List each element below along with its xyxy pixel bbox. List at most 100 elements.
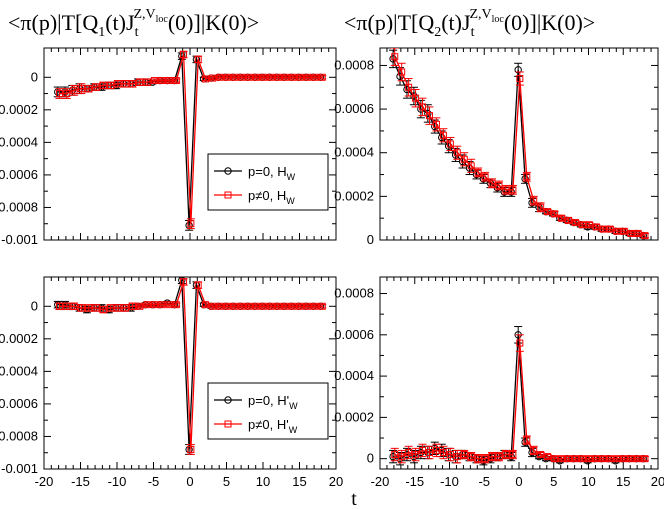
data-point bbox=[398, 68, 406, 76]
data-point bbox=[223, 73, 231, 81]
data-point bbox=[194, 55, 202, 63]
data-point bbox=[389, 452, 397, 461]
data-point bbox=[481, 455, 489, 463]
x-tick-label: -5 bbox=[148, 474, 160, 489]
data-point bbox=[474, 455, 482, 463]
data-point bbox=[231, 302, 239, 310]
legend-marker bbox=[224, 396, 232, 404]
data-point bbox=[282, 302, 290, 310]
data-point bbox=[165, 77, 173, 85]
data-point bbox=[63, 90, 71, 98]
data-point bbox=[99, 306, 107, 314]
data-point bbox=[77, 85, 85, 93]
data-point bbox=[405, 83, 413, 91]
data-point bbox=[432, 446, 440, 454]
legend-marker bbox=[224, 191, 232, 199]
data-layer bbox=[389, 48, 649, 240]
legend-label: p≠0, HW bbox=[248, 188, 295, 206]
data-point bbox=[460, 451, 468, 459]
data-point bbox=[267, 302, 275, 310]
legend-marker bbox=[224, 420, 232, 428]
x-tick-label: 20 bbox=[329, 474, 343, 489]
legend-marker bbox=[224, 167, 232, 175]
data-point bbox=[391, 53, 399, 61]
data-point bbox=[453, 453, 461, 461]
data-point bbox=[128, 80, 136, 88]
data-point bbox=[613, 227, 621, 235]
data-point bbox=[172, 77, 180, 85]
data-point bbox=[143, 78, 151, 86]
data-point bbox=[432, 120, 440, 128]
data-point bbox=[585, 455, 593, 463]
x-tick-label: 10 bbox=[256, 474, 270, 489]
data-point bbox=[216, 302, 224, 310]
x-tick-label: 15 bbox=[292, 474, 306, 489]
y-tick-label: 0 bbox=[367, 232, 374, 247]
data-point bbox=[209, 74, 217, 82]
plot-frame bbox=[379, 276, 659, 470]
data-point bbox=[201, 301, 209, 309]
data-layer bbox=[389, 326, 649, 466]
x-tick-label: 10 bbox=[581, 474, 595, 489]
data-point bbox=[507, 188, 515, 196]
data-point bbox=[187, 445, 195, 453]
data-point bbox=[311, 302, 319, 310]
legend: p=0, H'W p≠0, H'W bbox=[207, 382, 329, 440]
y-tick-label: 0.0006 bbox=[334, 101, 374, 116]
data-point bbox=[613, 455, 621, 463]
legend-label: p=0, H'W bbox=[248, 393, 298, 411]
data-layer bbox=[53, 277, 327, 455]
data-point bbox=[311, 73, 319, 81]
y-tick-label: 0 bbox=[31, 298, 38, 313]
data-point bbox=[439, 131, 447, 139]
data-point bbox=[627, 229, 635, 237]
title-right: <π(p)|T[Q2(t)JtZ,Vloc(0)]|K(0)> bbox=[344, 7, 595, 40]
legend-label: p=0, HW bbox=[248, 164, 296, 182]
data-point bbox=[391, 451, 399, 459]
data-point bbox=[54, 300, 62, 309]
data-point bbox=[424, 109, 432, 118]
data-point bbox=[260, 73, 268, 81]
x-tick-label: 20 bbox=[651, 474, 664, 489]
data-point bbox=[107, 304, 115, 312]
data-point bbox=[282, 73, 290, 81]
title-left: <π(p)|T[Q1(t)JtZ,Vloc(0)]|K(0)> bbox=[8, 7, 259, 40]
data-point bbox=[209, 302, 217, 310]
data-point bbox=[405, 448, 413, 456]
x-tick-label: 15 bbox=[616, 474, 630, 489]
data-point bbox=[467, 453, 475, 461]
data-point bbox=[439, 448, 447, 456]
data-point bbox=[70, 302, 78, 310]
data-point bbox=[178, 277, 186, 284]
data-point bbox=[502, 451, 510, 459]
data-point bbox=[245, 302, 253, 310]
data-point bbox=[150, 301, 158, 309]
data-point bbox=[83, 305, 91, 314]
data-point bbox=[318, 73, 326, 81]
data-point bbox=[537, 203, 545, 211]
y-tick-label: 0.0004 bbox=[334, 145, 374, 160]
data-point bbox=[231, 73, 239, 81]
data-point bbox=[502, 186, 510, 194]
data-point bbox=[509, 186, 517, 194]
data-point bbox=[521, 175, 529, 183]
data-point bbox=[558, 455, 566, 463]
data-point bbox=[551, 455, 559, 463]
data-point bbox=[528, 448, 536, 457]
data-point bbox=[516, 75, 524, 83]
y-tick-label: -0.0008 bbox=[0, 428, 38, 443]
data-point bbox=[99, 81, 107, 89]
data-point bbox=[114, 80, 122, 88]
data-point bbox=[289, 302, 297, 310]
data-point bbox=[599, 455, 607, 463]
x-tick-label: -10 bbox=[440, 474, 459, 489]
data-point bbox=[150, 77, 158, 85]
data-point bbox=[578, 455, 586, 463]
panels: 0 -0.0002 -0.0004 -0.0006 -0.0008 -0.001 p=0, … bbox=[0, 47, 664, 489]
data-point bbox=[530, 197, 538, 205]
data-point bbox=[606, 455, 614, 463]
data-point bbox=[523, 173, 531, 181]
data-point bbox=[245, 73, 253, 81]
legend-box bbox=[207, 382, 329, 440]
y-tick-label: -0.0006 bbox=[0, 167, 38, 182]
